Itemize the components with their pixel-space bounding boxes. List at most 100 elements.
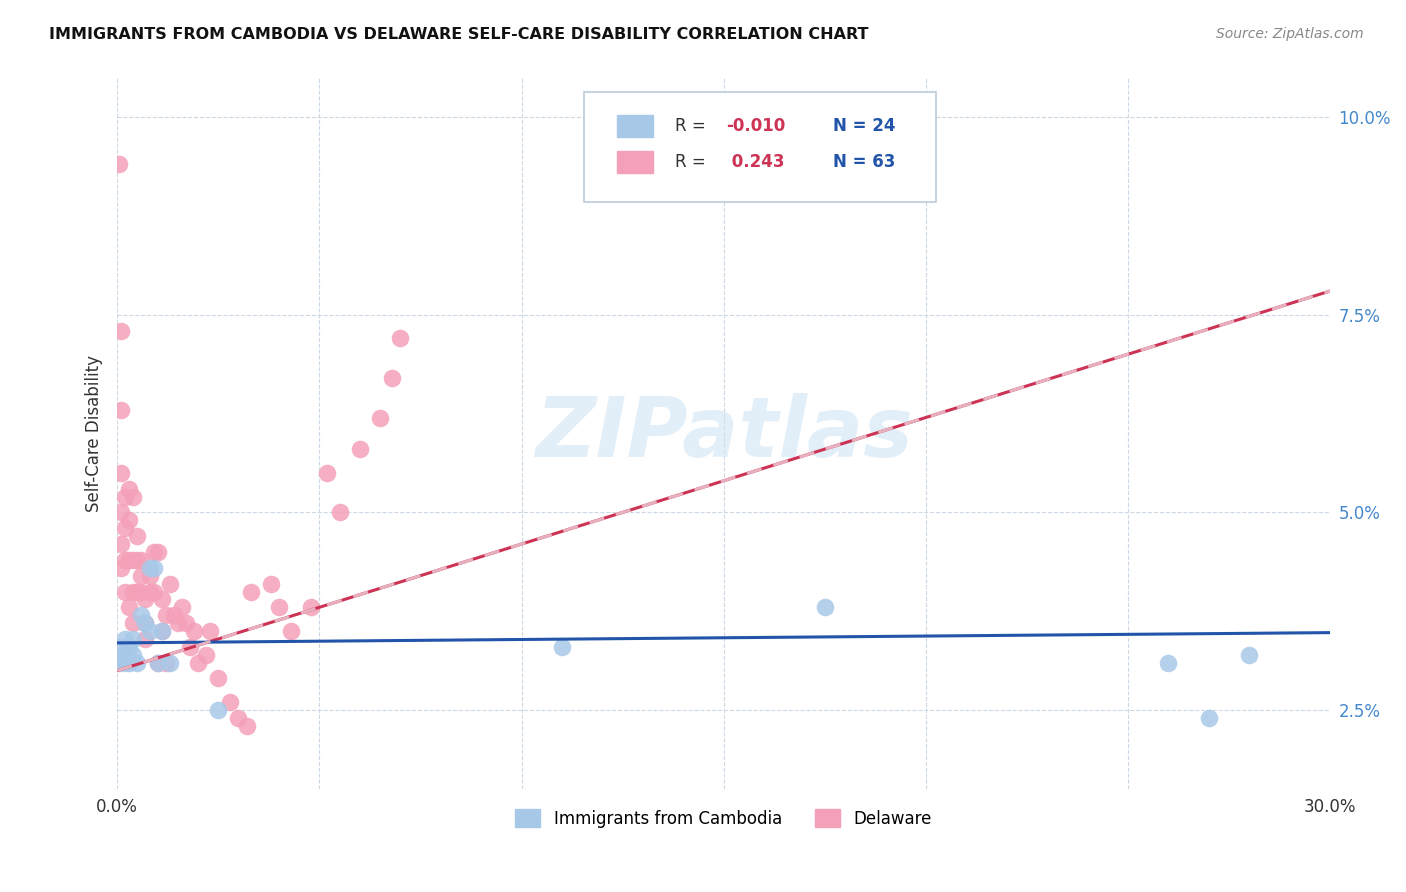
Point: [114, 553, 136, 567]
Point: [127, 584, 149, 599]
Text: IMMIGRANTS FROM CAMBODIA VS DELAWARE SELF-CARE DISABILITY CORRELATION CHART: IMMIGRANTS FROM CAMBODIA VS DELAWARE SEL…: [49, 27, 869, 42]
Point: [1198, 711, 1220, 725]
Point: [122, 632, 145, 646]
Point: [110, 324, 132, 338]
Point: [138, 568, 160, 582]
Point: [122, 584, 145, 599]
Point: [118, 482, 141, 496]
Text: N = 63: N = 63: [832, 153, 896, 171]
Point: [110, 640, 132, 654]
Point: [159, 656, 181, 670]
Point: [118, 640, 141, 654]
Point: [198, 624, 221, 638]
Point: [155, 656, 177, 670]
Point: [316, 466, 339, 480]
Point: [174, 616, 197, 631]
Text: 0.243: 0.243: [725, 153, 785, 171]
Point: [207, 703, 229, 717]
FancyBboxPatch shape: [617, 152, 654, 173]
Point: [187, 656, 209, 670]
Point: [127, 553, 149, 567]
Point: [260, 576, 283, 591]
Legend: Immigrants from Cambodia, Delaware: Immigrants from Cambodia, Delaware: [509, 803, 939, 834]
Point: [150, 624, 173, 638]
Point: [134, 632, 156, 646]
Point: [142, 545, 165, 559]
Point: [118, 553, 141, 567]
Point: [110, 537, 132, 551]
Point: [131, 568, 153, 582]
Point: [146, 656, 169, 670]
Point: [207, 672, 229, 686]
Point: [118, 513, 141, 527]
Point: [183, 624, 205, 638]
Point: [114, 521, 136, 535]
Text: R =: R =: [675, 117, 711, 135]
Point: [138, 624, 160, 638]
Point: [134, 616, 156, 631]
Text: R =: R =: [675, 153, 711, 171]
Point: [142, 584, 165, 599]
Point: [170, 600, 193, 615]
Point: [112, 648, 135, 662]
Point: [1157, 656, 1180, 670]
Point: [267, 600, 290, 615]
Text: N = 24: N = 24: [832, 117, 896, 135]
Point: [114, 656, 136, 670]
Point: [381, 371, 404, 385]
Point: [159, 576, 181, 591]
Point: [179, 640, 201, 654]
Point: [108, 656, 131, 670]
Point: [368, 410, 391, 425]
Point: [114, 490, 136, 504]
Point: [110, 402, 132, 417]
Point: [150, 592, 173, 607]
Point: [280, 624, 302, 638]
Point: [146, 545, 169, 559]
Point: [131, 553, 153, 567]
Point: [195, 648, 218, 662]
Point: [122, 616, 145, 631]
Point: [122, 490, 145, 504]
Point: [131, 608, 153, 623]
Point: [299, 600, 322, 615]
Point: [118, 656, 141, 670]
Point: [228, 711, 250, 725]
Point: [138, 584, 160, 599]
Point: [127, 529, 149, 543]
Point: [114, 584, 136, 599]
Point: [146, 656, 169, 670]
Point: [349, 442, 371, 457]
Point: [134, 592, 156, 607]
Point: [142, 561, 165, 575]
Point: [134, 616, 156, 631]
Point: [329, 505, 352, 519]
Point: [110, 561, 132, 575]
Point: [118, 600, 141, 615]
Text: Source: ZipAtlas.com: Source: ZipAtlas.com: [1216, 27, 1364, 41]
Point: [239, 584, 262, 599]
Point: [166, 616, 188, 631]
Point: [235, 719, 257, 733]
Point: [110, 505, 132, 519]
Point: [131, 584, 153, 599]
Point: [814, 600, 837, 615]
Point: [122, 553, 145, 567]
Text: ZIPatlas: ZIPatlas: [534, 392, 912, 474]
Point: [122, 648, 145, 662]
Point: [110, 466, 132, 480]
Text: -0.010: -0.010: [725, 117, 786, 135]
Point: [150, 624, 173, 638]
Y-axis label: Self-Care Disability: Self-Care Disability: [86, 355, 103, 512]
FancyBboxPatch shape: [583, 92, 936, 202]
Point: [219, 695, 242, 709]
FancyBboxPatch shape: [617, 115, 654, 136]
Point: [551, 640, 574, 654]
Point: [108, 157, 131, 171]
Point: [114, 632, 136, 646]
Point: [163, 608, 186, 623]
Point: [389, 331, 412, 345]
Point: [1239, 648, 1261, 662]
Point: [155, 608, 177, 623]
Point: [127, 656, 149, 670]
